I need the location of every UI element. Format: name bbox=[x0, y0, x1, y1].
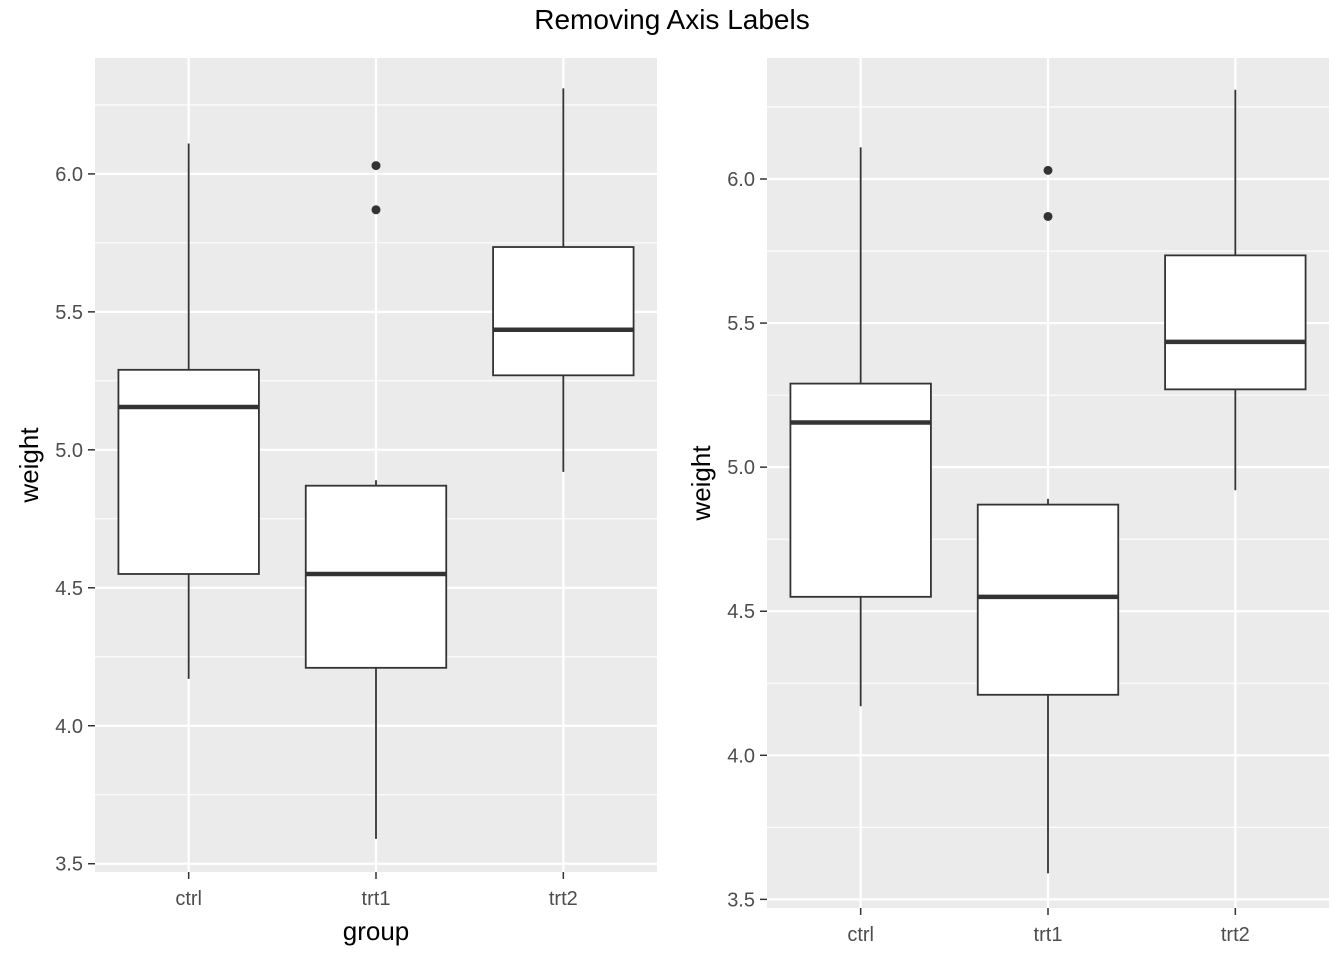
box-ctrl bbox=[117, 143, 260, 679]
outlier-point bbox=[1043, 165, 1053, 175]
y-tick-label: 4.5 bbox=[727, 601, 755, 623]
box-trt2 bbox=[1164, 89, 1307, 491]
x-tick-label: ctrl bbox=[847, 924, 874, 946]
y-tick-label: 3.5 bbox=[727, 889, 755, 911]
box-trt1 bbox=[304, 161, 448, 839]
box-body bbox=[789, 382, 932, 598]
figure-title: Removing Axis Labels bbox=[534, 4, 810, 35]
x-tick-label: trt2 bbox=[549, 888, 578, 910]
y-tick-label: 6.0 bbox=[55, 164, 83, 186]
chart-panel-2: 3.5 4.0 4.5 5.0 5.5 6.0 ctrl trt1 trt2 weight bbox=[686, 58, 1329, 946]
y-axis-title: weight bbox=[686, 445, 716, 522]
y-tick-label: 4.5 bbox=[55, 578, 83, 600]
y-tick-label: 6.0 bbox=[727, 169, 755, 191]
outlier-point bbox=[371, 161, 381, 171]
y-tick-label: 3.5 bbox=[55, 854, 83, 876]
box-body bbox=[976, 503, 1120, 696]
y-tick-label: 5.0 bbox=[55, 440, 83, 462]
y-tick-label: 5.5 bbox=[55, 302, 83, 324]
box-body bbox=[1164, 254, 1307, 391]
box-body bbox=[117, 368, 260, 575]
box-trt2 bbox=[492, 88, 635, 472]
box-trt1 bbox=[976, 165, 1120, 874]
x-tick-label: trt1 bbox=[1034, 924, 1063, 946]
box-ctrl bbox=[789, 147, 932, 707]
box-body bbox=[492, 246, 635, 377]
chart-panel-1: 3.5 4.0 4.5 5.0 5.5 6.0 ctrl trt1 trt2 group weigh… bbox=[14, 58, 657, 946]
box-body bbox=[304, 484, 448, 669]
y-axis-title: weight bbox=[14, 427, 44, 504]
y-tick-label: 4.0 bbox=[55, 716, 83, 738]
x-tick-label: ctrl bbox=[175, 888, 202, 910]
y-tick-label: 5.0 bbox=[727, 457, 755, 479]
outlier-point bbox=[1043, 211, 1053, 221]
x-tick-label: trt2 bbox=[1221, 924, 1250, 946]
x-axis-title: group bbox=[343, 916, 410, 946]
outlier-point bbox=[371, 205, 381, 215]
y-tick-label: 4.0 bbox=[727, 745, 755, 767]
x-tick-label: trt1 bbox=[362, 888, 391, 910]
y-tick-label: 5.5 bbox=[727, 313, 755, 335]
